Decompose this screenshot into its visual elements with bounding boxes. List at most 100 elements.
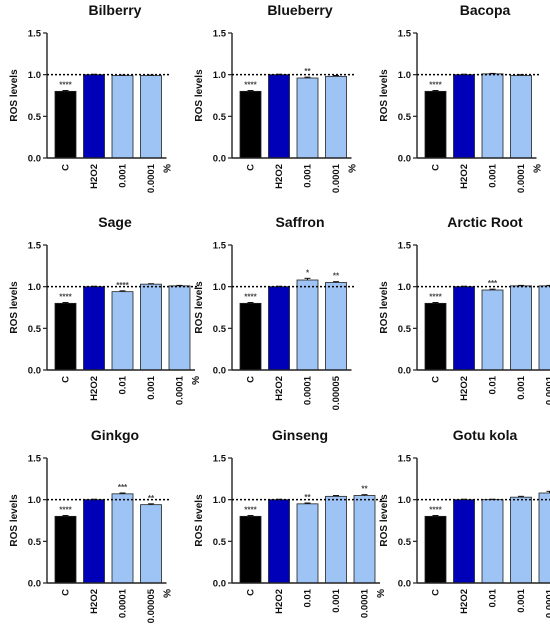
bar — [269, 500, 290, 583]
bar — [482, 290, 503, 370]
y-axis-label: ROS levels — [194, 494, 205, 547]
y-axis-label: ROS levels — [194, 69, 205, 122]
x-tick-label: C — [246, 164, 257, 171]
x-tick-label: 0.00005 — [331, 375, 342, 410]
x-tick-label: 0.0001 — [303, 375, 314, 405]
y-axis-label: ROS levels — [9, 494, 20, 547]
x-tick-label: H2O2 — [459, 164, 470, 189]
x-tick-label: 0.001 — [516, 375, 527, 399]
significance-label: **** — [429, 293, 442, 302]
bar — [539, 493, 550, 583]
x-tick-label: C — [431, 164, 442, 171]
unit-label: % — [533, 164, 544, 173]
bar — [454, 500, 475, 583]
significance-label: ** — [304, 493, 311, 502]
x-tick-label: 0.001 — [516, 588, 527, 612]
bar — [84, 75, 105, 158]
bar — [482, 74, 503, 158]
bar — [84, 500, 105, 583]
y-tick-label: 1.5 — [213, 29, 227, 40]
bar — [511, 76, 532, 159]
bar — [269, 287, 290, 370]
y-tick-label: 1.5 — [398, 241, 412, 252]
y-tick-label: 1.0 — [213, 282, 226, 293]
y-tick-label: 0.0 — [398, 154, 411, 165]
y-axis-label: ROS levels — [9, 281, 20, 334]
y-tick-label: 0.5 — [28, 112, 42, 123]
y-tick-label: 1.0 — [28, 282, 41, 293]
bar — [55, 91, 76, 158]
bar — [511, 497, 532, 583]
y-tick-label: 1.5 — [213, 454, 227, 465]
y-tick-label: 0.0 — [28, 579, 41, 590]
significance-label: **** — [244, 293, 257, 302]
x-tick-label: H2O2 — [274, 589, 285, 614]
y-tick-label: 1.5 — [28, 454, 42, 465]
y-tick-label: 1.0 — [213, 495, 226, 506]
y-tick-label: 0.5 — [28, 324, 42, 335]
bar — [84, 287, 105, 370]
bar — [240, 303, 261, 370]
bar — [240, 91, 261, 158]
y-axis-label: ROS levels — [379, 494, 390, 547]
y-tick-label: 0.5 — [213, 537, 227, 548]
x-tick-label: 0.001 — [303, 163, 314, 187]
x-tick-label: 0.0001 — [516, 163, 527, 193]
bar — [454, 287, 475, 370]
x-tick-label: 0.0001 — [331, 163, 342, 193]
y-tick-label: 1.5 — [213, 241, 227, 252]
bar — [55, 516, 76, 583]
y-axis-label: ROS levels — [379, 69, 390, 122]
y-tick-label: 0.0 — [28, 366, 41, 377]
x-tick-label: C — [61, 376, 72, 383]
y-tick-label: 0.5 — [398, 324, 412, 335]
y-tick-label: 1.0 — [398, 495, 411, 506]
y-tick-label: 1.0 — [398, 282, 411, 293]
bar — [425, 516, 446, 583]
x-tick-label: 0.001 — [118, 163, 129, 187]
bar — [326, 283, 347, 371]
x-tick-label: C — [246, 589, 257, 596]
significance-label: * — [306, 268, 310, 277]
x-tick-label: 0.01 — [488, 588, 499, 607]
significance-label: **** — [116, 281, 129, 290]
bar — [482, 500, 503, 583]
x-tick-label: H2O2 — [89, 376, 100, 401]
bar — [141, 284, 162, 370]
bar — [112, 76, 133, 159]
x-tick-label: H2O2 — [274, 376, 285, 401]
x-tick-label: H2O2 — [459, 589, 470, 614]
bar — [454, 75, 475, 158]
x-tick-label: C — [431, 376, 442, 383]
y-tick-label: 0.0 — [213, 366, 226, 377]
y-tick-label: 0.5 — [213, 324, 227, 335]
bar — [141, 505, 162, 583]
x-tick-label: 0.0001 — [175, 375, 186, 405]
bar — [240, 516, 261, 583]
bar — [112, 494, 133, 583]
bar — [141, 76, 162, 159]
y-tick-label: 0.0 — [398, 579, 411, 590]
x-tick-label: 0.0001 — [118, 588, 129, 618]
x-tick-label: C — [61, 164, 72, 171]
x-tick-label: C — [61, 589, 72, 596]
significance-label: ** — [148, 494, 155, 503]
y-tick-label: 0.5 — [213, 112, 227, 123]
x-tick-label: 0.01 — [118, 375, 129, 394]
x-tick-label: 0.0001 — [545, 375, 550, 405]
x-tick-label: H2O2 — [274, 164, 285, 189]
unit-label: % — [163, 589, 174, 598]
